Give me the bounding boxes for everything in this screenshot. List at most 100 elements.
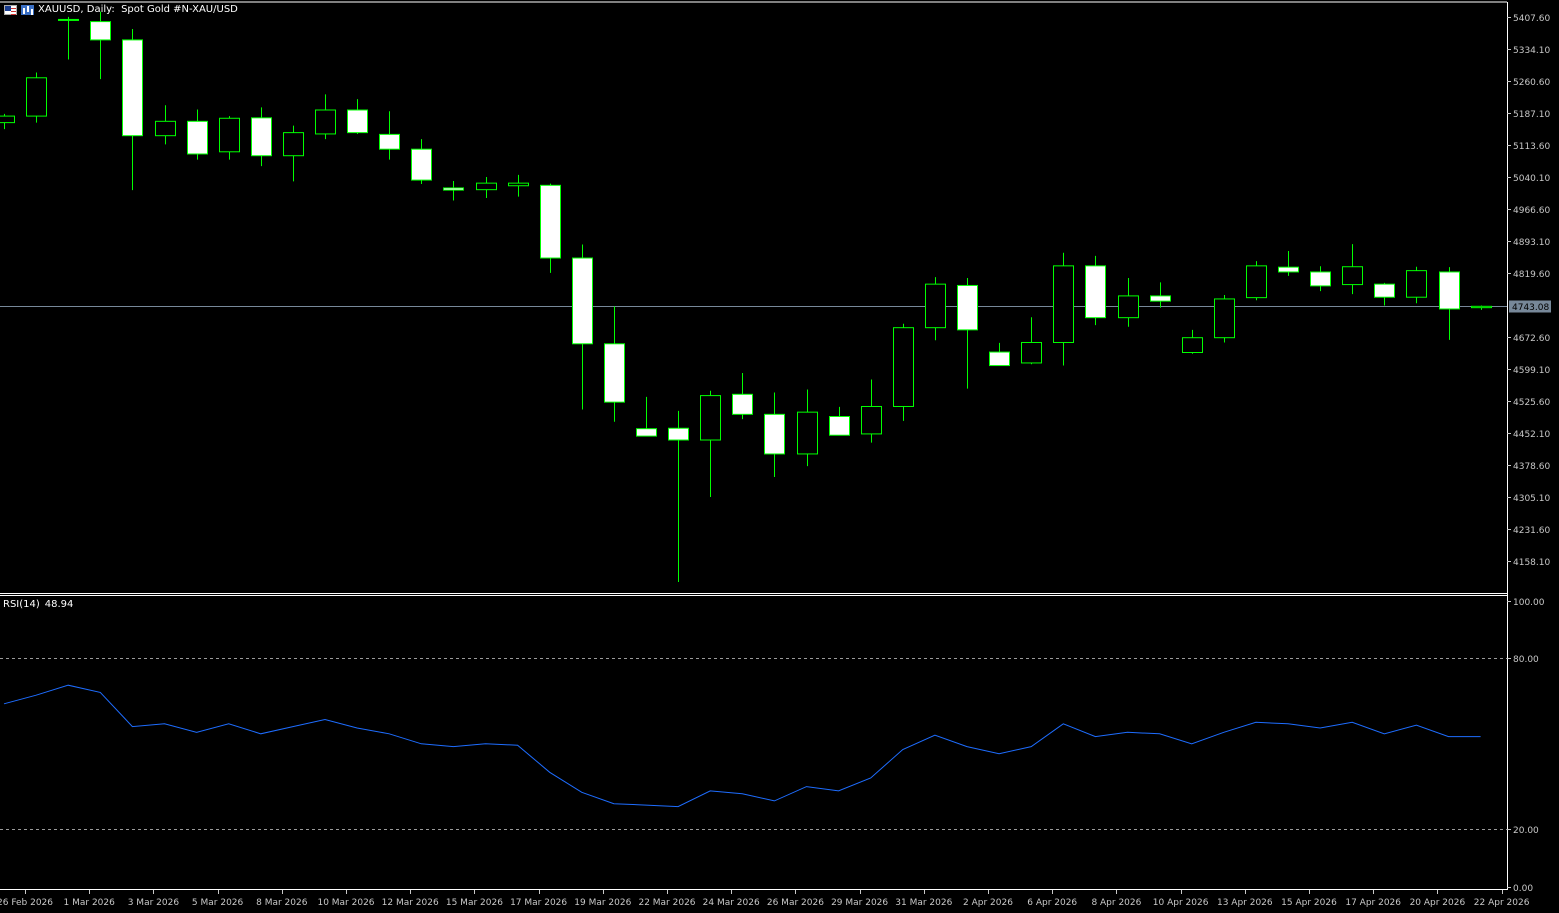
rsi-tick-label: 0.00 (1513, 884, 1533, 894)
date-tick-label: 15 Apr 2026 (1281, 898, 1337, 908)
rsi-header: RSI(14) 48.94 (3, 599, 78, 610)
candle-body (476, 182, 497, 191)
candle-body (829, 415, 850, 436)
date-tick-label: 6 Apr 2026 (1027, 898, 1077, 908)
date-tick-label: 15 Mar 2026 (446, 898, 503, 908)
price-tick-label: 4378.60 (1513, 462, 1550, 472)
price-tick-label: 4893.10 (1513, 238, 1550, 248)
candle-body (219, 117, 240, 153)
candle-body (315, 109, 336, 135)
candle-body (283, 132, 304, 157)
price-tick-label: 5260.60 (1513, 78, 1550, 88)
candles (0, 11, 1492, 582)
date-tick-label: 20 Apr 2026 (1410, 898, 1466, 908)
price-tick-label: 4231.60 (1513, 526, 1550, 536)
date-tick-label: 19 Mar 2026 (574, 898, 631, 908)
date-axis: 26 Feb 2026 1 Mar 2026 3 Mar 2026 5 Mar 202… (0, 890, 1530, 908)
candle-body (1021, 341, 1042, 364)
candle-body (925, 283, 946, 329)
candle-body (187, 120, 208, 155)
candle-body (989, 351, 1010, 367)
price-axis: 5407.60 5334.10 5260.60 5187.10 5113.60 5040.… (0, 14, 1551, 568)
rsi-tick-label: 80.00 (1513, 655, 1539, 665)
candle-body (861, 405, 882, 435)
symbol-flag-icon (4, 4, 17, 15)
symbol-description: Spot Gold #N-XAU/USD (121, 4, 238, 15)
candle-body (1085, 265, 1106, 319)
candle-body (1214, 298, 1235, 339)
date-tick-label: 26 Mar 2026 (767, 898, 824, 908)
rsi-label: RSI(14) (3, 599, 40, 610)
candle-body (604, 343, 625, 403)
price-tick-label: 4819.60 (1513, 270, 1550, 280)
candle-body (1406, 270, 1427, 298)
candle-body (668, 427, 689, 441)
candle-body (1246, 265, 1267, 299)
rsi-tick-label: 20.00 (1513, 826, 1539, 836)
rsi-axis: 100.00 80.00 20.00 0.00 (1507, 598, 1545, 894)
date-tick-label: 22 Mar 2026 (638, 898, 695, 908)
candle-body (1150, 295, 1171, 302)
symbol-label: XAUUSD (38, 4, 81, 15)
date-tick-label: 2 Apr 2026 (963, 898, 1013, 908)
date-tick-label: 17 Mar 2026 (510, 898, 567, 908)
price-tick-label: 5040.10 (1513, 174, 1550, 184)
rsi-line (3, 684, 1481, 808)
date-tick-label: 24 Mar 2026 (703, 898, 760, 908)
current-price-badge (1509, 300, 1551, 313)
date-tick-label: 3 Mar 2026 (128, 898, 180, 908)
date-tick-label: 10 Apr 2026 (1153, 898, 1209, 908)
candle-body (58, 18, 79, 21)
candle-body (1053, 265, 1074, 343)
candle-body (1310, 271, 1331, 287)
price-tick-label: 4452.10 (1513, 430, 1550, 440)
date-tick-label: 12 Mar 2026 (382, 898, 439, 908)
candle-body (797, 411, 818, 455)
candle-body (1118, 295, 1139, 319)
date-tick-label: 8 Mar 2026 (256, 898, 308, 908)
price-grid (0, 1, 1508, 890)
candle-body (572, 257, 593, 345)
candle-body (764, 413, 785, 455)
price-tick-label: 4158.10 (1513, 558, 1550, 568)
date-tick-label: 5 Mar 2026 (192, 898, 244, 908)
candle-body (1278, 266, 1299, 273)
candle-body (1374, 283, 1395, 298)
price-tick-label: 4305.10 (1513, 494, 1550, 504)
candle-body (700, 395, 721, 441)
date-tick-label: 22 Apr 2026 (1474, 898, 1530, 908)
price-tick-label: 4966.60 (1513, 206, 1550, 216)
candle-body (1342, 266, 1363, 286)
timeframe-label: Daily: (86, 4, 115, 15)
current-price-label: 4743.08 (1512, 303, 1549, 313)
date-tick-label: 8 Apr 2026 (1091, 898, 1141, 908)
candle-body (26, 77, 47, 117)
rsi-tick-label: 100.00 (1513, 598, 1545, 608)
price-tick-label: 4525.60 (1513, 398, 1550, 408)
candle-body (0, 115, 15, 124)
date-tick-label: 29 Mar 2026 (831, 898, 888, 908)
candle-body (122, 39, 143, 137)
date-tick-label: 1 Mar 2026 (64, 898, 116, 908)
candle-body (1439, 271, 1460, 310)
price-tick-label: 5113.60 (1513, 142, 1550, 152)
date-tick-label: 13 Apr 2026 (1217, 898, 1273, 908)
candle-body (379, 133, 400, 150)
date-tick-label: 17 Apr 2026 (1345, 898, 1401, 908)
price-tick-label: 4599.10 (1513, 366, 1550, 376)
date-tick-label: 26 Feb 2026 (0, 898, 53, 908)
candle-body (251, 117, 272, 157)
candle-body (508, 182, 529, 187)
candle-body (1471, 305, 1492, 309)
rsi-value: 48.94 (44, 599, 74, 610)
candle-body (636, 428, 657, 437)
candle-body (90, 21, 111, 41)
candle-body (540, 184, 561, 259)
rsi-plot (0, 658, 1507, 830)
candle-body (411, 148, 432, 181)
chart-type-icon[interactable] (21, 4, 34, 15)
price-tick-label: 5407.60 (1513, 14, 1550, 24)
chart-header: XAUUSD, Daily: Spot Gold #N-XAU/USD (4, 4, 238, 15)
price-tick-label: 5187.10 (1513, 110, 1550, 120)
